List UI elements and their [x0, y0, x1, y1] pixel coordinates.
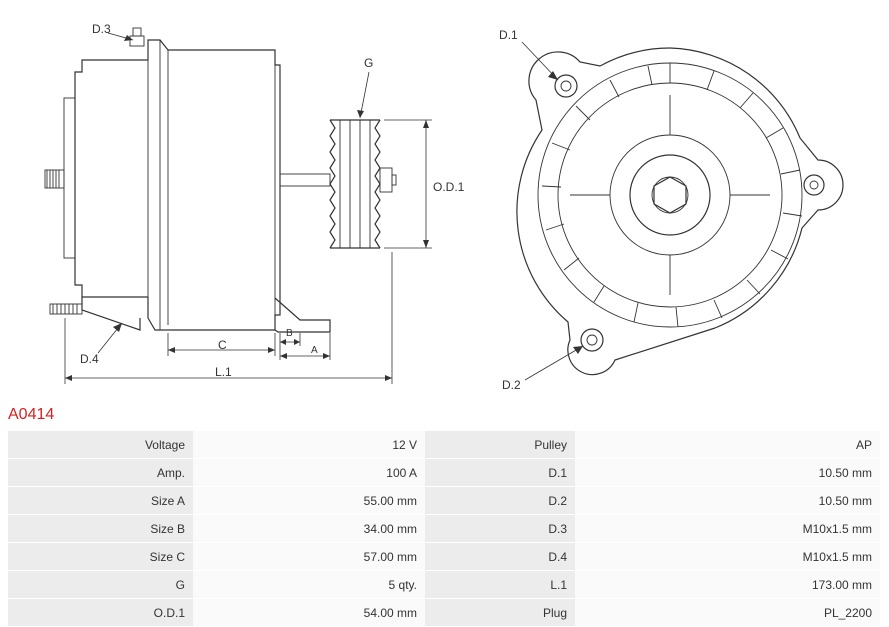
spec-value: 54.00 mm [193, 599, 425, 626]
spec-label: D.3 [425, 515, 575, 542]
spec-value: 10.50 mm [575, 487, 880, 514]
front-view-drawing [470, 0, 870, 395]
technical-diagram: D.3 G O.D.1 D.4 C B A L.1 D.1 D.2 [0, 0, 889, 395]
spec-label: Size B [8, 515, 193, 542]
spec-label: Amp. [8, 459, 193, 486]
spec-label: Size A [8, 487, 193, 514]
label-d3: D.3 [92, 22, 111, 36]
spec-value: 57.00 mm [193, 543, 425, 570]
table-row: Size A55.00 mmD.210.50 mm [8, 487, 880, 514]
label-d1: D.1 [499, 28, 518, 42]
part-number: A0414 [8, 406, 54, 424]
spec-table: Voltage12 VPulleyAPAmp.100 AD.110.50 mmS… [8, 430, 880, 627]
table-row: O.D.154.00 mmPlugPL_2200 [8, 599, 880, 626]
spec-label: Size C [8, 543, 193, 570]
spec-label: Plug [425, 599, 575, 626]
label-l1: L.1 [215, 365, 232, 379]
spec-label: L.1 [425, 571, 575, 598]
spec-value: 55.00 mm [193, 487, 425, 514]
spec-value: 10.50 mm [575, 459, 880, 486]
label-od1: O.D.1 [433, 180, 464, 194]
label-b: B [286, 328, 293, 339]
spec-value: 100 A [193, 459, 425, 486]
side-view-drawing [0, 0, 440, 395]
table-row: Amp.100 AD.110.50 mm [8, 459, 880, 486]
label-a: A [311, 345, 318, 356]
spec-value: 34.00 mm [193, 515, 425, 542]
label-c: C [218, 338, 227, 352]
table-row: Size B34.00 mmD.3M10x1.5 mm [8, 515, 880, 542]
spec-label: Pulley [425, 431, 575, 458]
spec-label: Voltage [8, 431, 193, 458]
table-row: G5 qty.L.1173.00 mm [8, 571, 880, 598]
label-d4: D.4 [80, 352, 99, 366]
spec-label: D.1 [425, 459, 575, 486]
table-row: Voltage12 VPulleyAP [8, 431, 880, 458]
spec-value: 173.00 mm [575, 571, 880, 598]
spec-label: D.4 [425, 543, 575, 570]
spec-label: O.D.1 [8, 599, 193, 626]
spec-value: M10x1.5 mm [575, 515, 880, 542]
spec-value: 12 V [193, 431, 425, 458]
spec-label: D.2 [425, 487, 575, 514]
spec-value: AP [575, 431, 880, 458]
spec-value: PL_2200 [575, 599, 880, 626]
spec-value: 5 qty. [193, 571, 425, 598]
spec-label: G [8, 571, 193, 598]
spec-value: M10x1.5 mm [575, 543, 880, 570]
label-g: G [364, 56, 373, 70]
table-row: Size C57.00 mmD.4M10x1.5 mm [8, 543, 880, 570]
label-d2: D.2 [502, 378, 521, 392]
